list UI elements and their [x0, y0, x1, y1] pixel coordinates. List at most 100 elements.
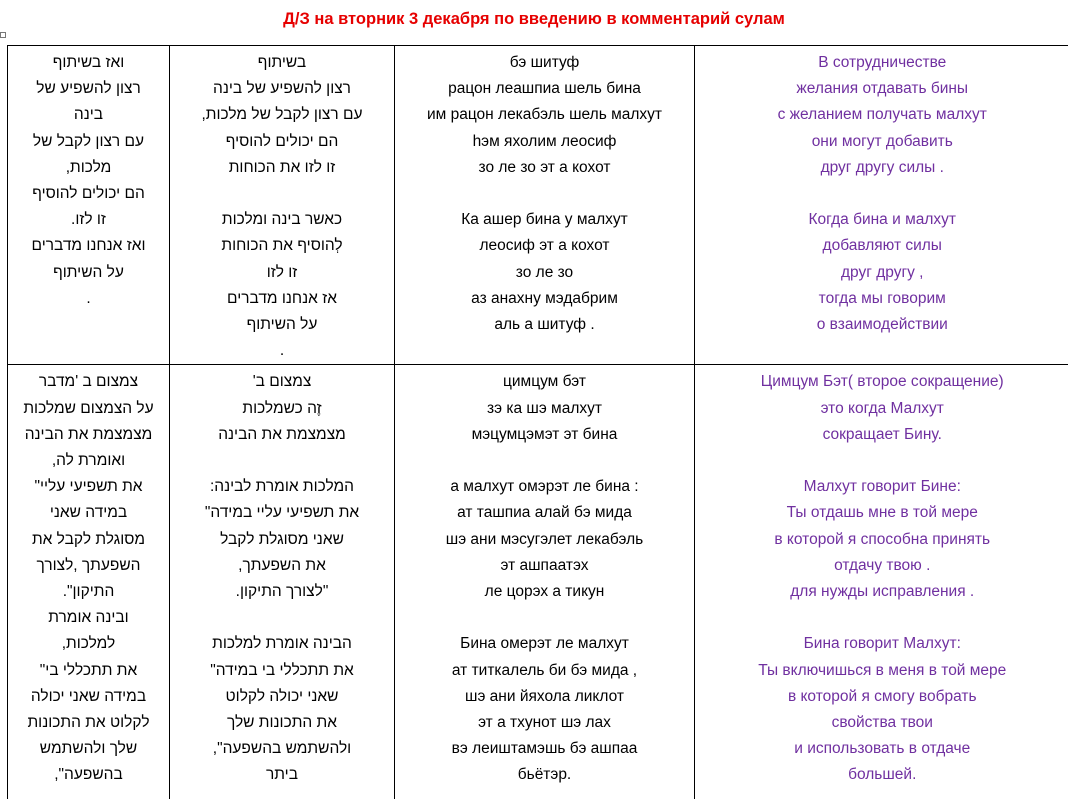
cell-line: עם רצון לקבל של מלכות,	[174, 102, 390, 128]
table-move-handle[interactable]	[0, 32, 6, 38]
cell-line: бьётэр.	[399, 762, 690, 788]
cell-line: зо ле зо	[399, 260, 690, 286]
cell-line: Бина говорит Малхут:	[699, 631, 1066, 657]
cell-line: hэм яхолим леосиф	[399, 129, 690, 155]
cell-line	[699, 181, 1066, 207]
cell-line: לקלוט את התכונות	[12, 710, 165, 736]
cell-line: ולהשתמש בהשפעה",	[174, 736, 390, 762]
cell-line: רצון להשפיע של בינה	[174, 76, 390, 102]
cell-line: зо ле зо эт а кохот	[399, 155, 690, 181]
cell-line: שאני יכולה לקלוט	[174, 684, 390, 710]
cell-line: זו לזו.	[12, 207, 165, 233]
cell-line: о взаимодействии	[699, 312, 1066, 338]
cell-line: בהשפעה",	[12, 762, 165, 788]
cell-line	[174, 605, 390, 631]
cell-line	[174, 181, 390, 207]
cell-line	[699, 605, 1066, 631]
cell-line: рацон леашпиа шель бина	[399, 76, 690, 102]
cell-line: את תתכללי בי במידה"	[174, 658, 390, 684]
cell-line: למלכות,	[12, 631, 165, 657]
cell-line: леосиф эт а кохот	[399, 233, 690, 259]
cell-line: с желанием получать малхут	[699, 102, 1066, 128]
cell-line: ואומרת לה,	[12, 448, 165, 474]
cell-line: את התכונות שלך	[174, 710, 390, 736]
cell-line: מצמצמת את הבינה	[12, 422, 165, 448]
cell-line: שאני מסוגלת לקבל	[174, 527, 390, 553]
cell-line: Когда бина и малхут	[699, 207, 1066, 233]
cell-line: את תשפיעי עליי"	[12, 474, 165, 500]
cell-line: לְהוסיף את הכוחות	[174, 233, 390, 259]
cell-line: את השפעתך,	[174, 553, 390, 579]
cell-line: шэ ани йяхола ликлот	[399, 684, 690, 710]
cell-line: את תשפיעי עליי במידה"	[174, 500, 390, 526]
cell-line: Ты включишься в меня в той мере	[699, 658, 1066, 684]
cell-line: שלך ולהשתמש	[12, 736, 165, 762]
cell-line: друг другу силы .	[699, 155, 1066, 181]
cell-line: добавляют силы	[699, 233, 1066, 259]
cell-line: .	[174, 338, 390, 364]
cell-line: צמצום ב'	[174, 369, 390, 395]
cell-line: это когда Малхут	[699, 396, 1066, 422]
cell-line: אז אנחנו מדברים	[174, 286, 390, 312]
cell-line: ואז בשיתוף	[12, 50, 165, 76]
cell-line	[699, 448, 1066, 474]
cell-line: על הצמצום שמלכות	[12, 396, 165, 422]
cell-line: отдачу твою .	[699, 553, 1066, 579]
cell-line: ביתר	[174, 762, 390, 788]
cell-line: цимцум бэт	[399, 369, 690, 395]
cell-line: זֶה כשמלכות	[174, 396, 390, 422]
cell-line: друг другу ,	[699, 260, 1066, 286]
cell-line: ле цорэх а тикун	[399, 579, 690, 605]
cell-line: эт а тхунот шэ лах	[399, 710, 690, 736]
cell-line: желания отдавать бины	[699, 76, 1066, 102]
cell-line: эт ашпаатэх	[399, 553, 690, 579]
cell-line: זו לזו את הכוחות	[174, 155, 390, 181]
cell-line: ат титкалель би бэ мида ,	[399, 658, 690, 684]
cell-line: зэ ка шэ малхут	[399, 396, 690, 422]
cell-line: для нужды исправления .	[699, 579, 1066, 605]
cell-line: בינה	[12, 102, 165, 128]
cell-line: свойства твои	[699, 710, 1066, 736]
cell-line: бэ шитуф	[399, 50, 690, 76]
cell-line: вэ леиштамэшь бэ ашпаа	[399, 736, 690, 762]
cell-line: Бина омерэт ле малхут	[399, 631, 690, 657]
cell-line: а малхут омэрэт ле бина :	[399, 474, 690, 500]
cell-line: аль а шитуф .	[399, 312, 690, 338]
cell-line: в которой я смогу вобрать	[699, 684, 1066, 710]
cell-line: Ты отдашь мне в той мере	[699, 500, 1066, 526]
cell-line: כאשר בינה ומלכות	[174, 207, 390, 233]
cell-line: צמצום ב 'מדבר	[12, 369, 165, 395]
cell-line: עם רצון לקבל של	[12, 129, 165, 155]
cell-line: тогда мы говорим	[699, 286, 1066, 312]
cell-line: זו לזו	[174, 260, 390, 286]
cell-line: аз анахну мэдабрим	[399, 286, 690, 312]
cell-line	[399, 605, 690, 631]
cell-line: "לצורך התיקון.	[174, 579, 390, 605]
cell-line: הם יכולים להוסיף	[12, 181, 165, 207]
cell-line: ובינה אומרת	[12, 605, 165, 631]
cell-line: הם יכולים להוסיף	[174, 129, 390, 155]
cell-line: מסוגלת לקבל את	[12, 527, 165, 553]
cell-line: במידה שאני	[12, 500, 165, 526]
cell-line: они могут добавить	[699, 129, 1066, 155]
cell-line: המלכות אומרת לבינה:	[174, 474, 390, 500]
cell-line: шэ ани мэсугэлет лекабэль	[399, 527, 690, 553]
cell-line: מלכות,	[12, 155, 165, 181]
cell-line: במידה שאני יכולה	[12, 684, 165, 710]
cell-line	[399, 181, 690, 207]
cell-line: על השיתוף	[174, 312, 390, 338]
cell-line: В сотрудничестве	[699, 50, 1066, 76]
cell-line: התיקון".	[12, 579, 165, 605]
page-title: Д/З на вторник 3 декабря по введению в к…	[0, 9, 1068, 29]
cell-line: על השיתוף	[12, 260, 165, 286]
cell-line: ואז אנחנו מדברים	[12, 233, 165, 259]
